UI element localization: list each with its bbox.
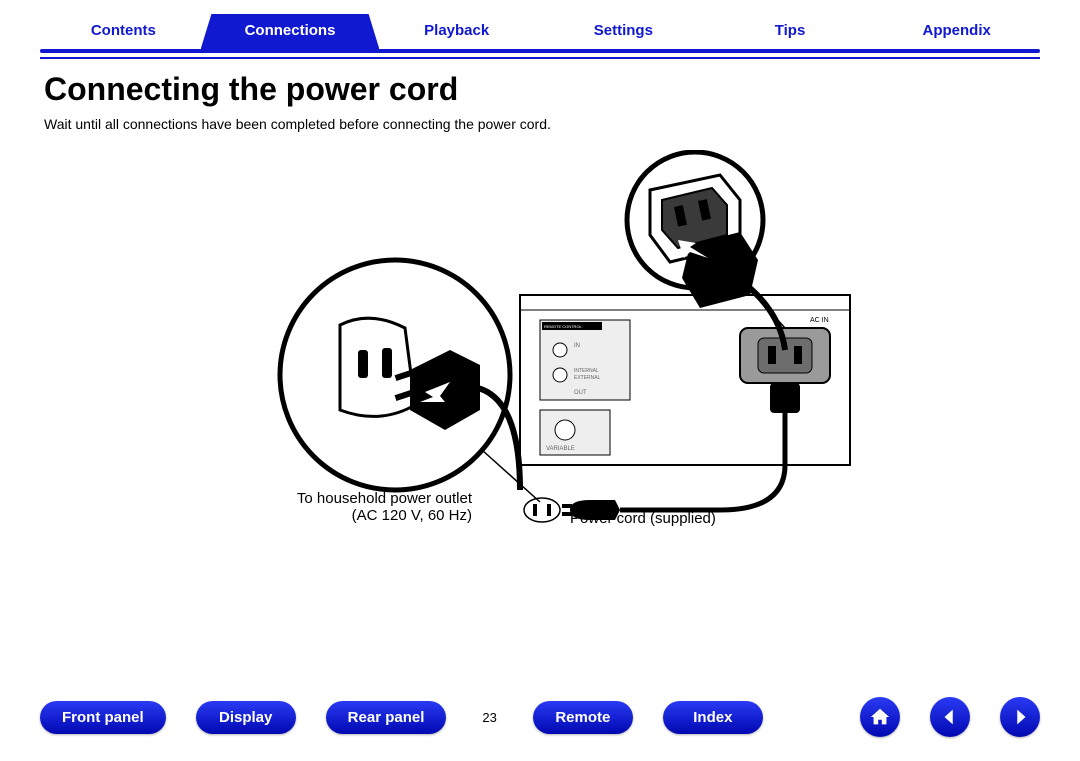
label-outlet: To household power outlet (AC 120 V, 60 … [232,490,472,524]
btn-index[interactable]: Index [663,701,763,734]
next-icon[interactable] [1000,697,1040,737]
svg-text:EXTERNAL: EXTERNAL [574,375,601,381]
label-outlet-line1: To household power outlet [232,490,472,507]
bottom-nav: Front panel Display Rear panel 23 Remote… [40,697,1040,737]
btn-display[interactable]: Display [196,701,296,734]
tab-playback[interactable]: Playback [367,14,546,49]
svg-text:AC IN: AC IN [810,317,829,324]
nav-underline-thin [40,57,1040,59]
tab-connections[interactable]: Connections [201,14,380,49]
btn-rear-panel[interactable]: Rear panel [326,701,447,734]
svg-text:INTERNAL: INTERNAL [574,368,599,374]
page-title: Connecting the power cord [44,71,1040,108]
label-outlet-line2: (AC 120 V, 60 Hz) [232,507,472,524]
home-icon[interactable] [860,697,900,737]
prev-icon[interactable] [930,697,970,737]
label-cord: Power cord (supplied) [570,510,770,527]
btn-remote[interactable]: Remote [533,701,633,734]
btn-front-panel[interactable]: Front panel [40,701,166,734]
top-nav: Contents Connections Playback Settings T… [0,0,1080,49]
tab-settings[interactable]: Settings [534,14,713,49]
tab-appendix[interactable]: Appendix [867,14,1046,49]
tab-tips[interactable]: Tips [701,14,880,49]
page-number: 23 [476,710,502,725]
svg-text:OUT: OUT [574,390,587,396]
nav-underline-thick [40,49,1040,53]
page-body: Wait until all connections have been com… [44,116,1040,132]
svg-text:IN: IN [574,343,580,349]
svg-text:REMOTE CONTROL: REMOTE CONTROL [544,324,583,329]
svg-text:VARIABLE: VARIABLE [546,446,575,452]
tab-contents[interactable]: Contents [34,14,213,49]
